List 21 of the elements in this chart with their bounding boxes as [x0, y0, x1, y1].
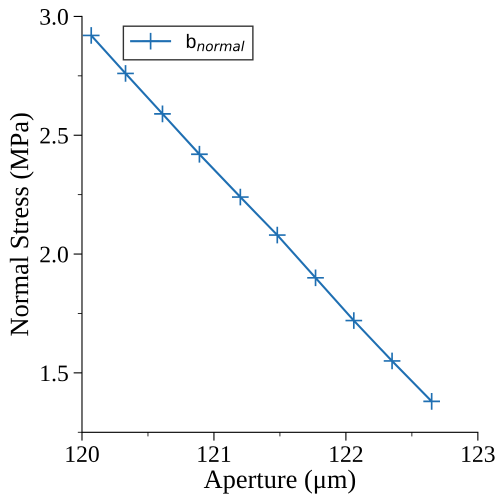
- point: [153, 104, 172, 124]
- y-tick-label: 3.0: [40, 8, 68, 25]
- point: [190, 145, 209, 164]
- x-tick-label: 120: [66, 446, 99, 462]
- point: [306, 268, 325, 287]
- y-tick-label: 2.5: [40, 128, 68, 144]
- x-tick-label: 121: [198, 446, 230, 462]
- x-axis-title: Aperture (μm): [204, 470, 356, 494]
- point: [82, 26, 100, 45]
- y-tick-label: 1.5: [41, 365, 68, 382]
- y-tick-label: 2.0: [40, 246, 68, 263]
- point: [422, 392, 441, 411]
- x-tick-label: 122: [330, 446, 362, 462]
- y-axis-title: Normal Stress (MPa): [10, 113, 34, 336]
- point: [382, 352, 402, 370]
- point: [268, 226, 286, 244]
- point: [116, 64, 135, 83]
- point: [344, 311, 363, 330]
- point: [231, 188, 250, 206]
- legend-label: b$_{normal}$: [186, 34, 244, 52]
- x-tick-label: 123: [462, 446, 495, 462]
